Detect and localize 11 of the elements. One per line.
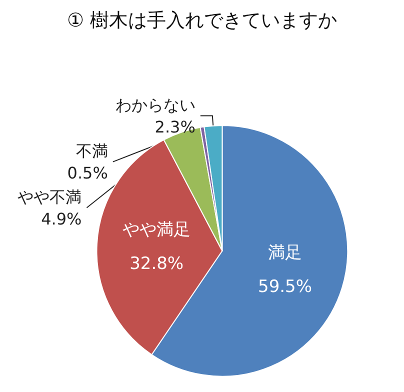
data-label: 59.5% <box>258 277 312 298</box>
data-label: 4.9% <box>41 209 82 228</box>
data-label: 2.3% <box>154 117 196 136</box>
slice-label: わからない <box>115 95 196 114</box>
slice-label: 満足 <box>268 243 302 264</box>
data-label: 32.8% <box>130 254 184 274</box>
slice-label: やや不満 <box>18 187 82 206</box>
data-label: 0.5% <box>67 163 108 182</box>
slice-label: 不満 <box>76 141 108 160</box>
slice-label: やや満足 <box>122 220 191 240</box>
chart-title: ① 樹木は手入れできていますか <box>66 10 338 32</box>
